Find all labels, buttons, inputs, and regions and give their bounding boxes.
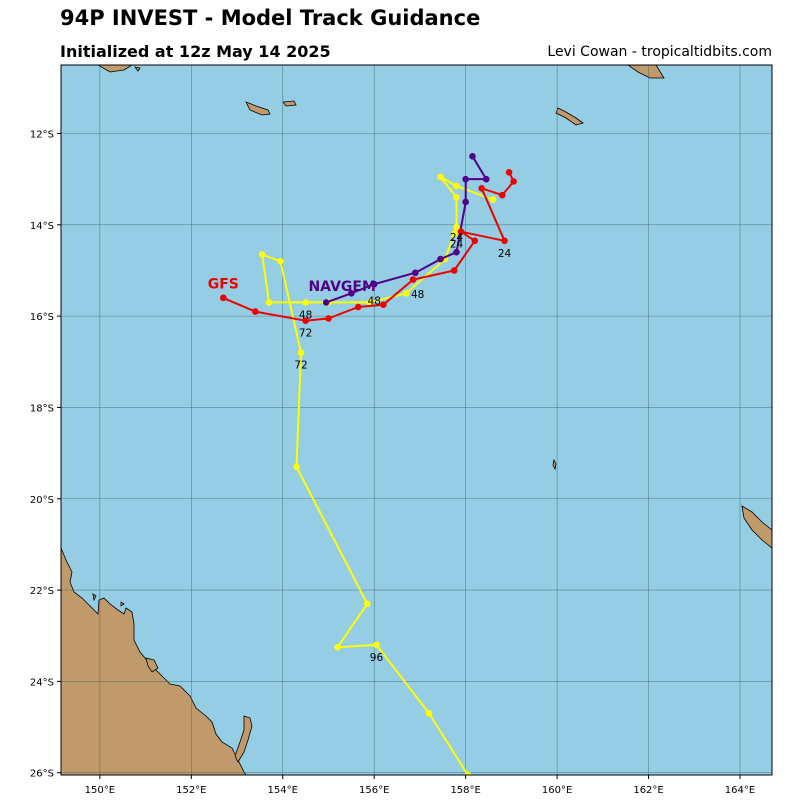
- hour-label: 72: [294, 360, 307, 372]
- track-point: [402, 289, 410, 297]
- track-point: [220, 294, 227, 302]
- track-point: [354, 303, 362, 311]
- track-point: [510, 178, 517, 185]
- track-point: [501, 237, 508, 245]
- y-tick-label: 26°S: [30, 769, 54, 780]
- ocean-background: [61, 65, 772, 775]
- y-tick-label: 12°S: [30, 129, 54, 140]
- land-island-png-2: [134, 66, 141, 72]
- model-label-gfs: GFS: [208, 277, 239, 293]
- track-point: [252, 308, 259, 315]
- track-point: [462, 198, 469, 206]
- x-tick-label: 150°E: [85, 785, 115, 796]
- track-point: [380, 301, 387, 309]
- track-point: [366, 299, 373, 306]
- land-new-caledonia: [741, 505, 772, 549]
- hour-label: 96: [370, 652, 384, 664]
- land-layer: [61, 65, 772, 775]
- x-tick-label: 154°E: [268, 785, 298, 796]
- track-point: [364, 600, 371, 608]
- y-tick-label: 24°S: [30, 677, 54, 688]
- land-island-louisiade: [245, 101, 271, 116]
- hour-label: 48: [368, 296, 381, 308]
- x-tick-label: 164°E: [725, 785, 755, 796]
- track-point: [293, 463, 300, 471]
- x-tick-label: 162°E: [633, 785, 663, 796]
- track-line: [325, 155, 488, 304]
- land-island-chesterfield: [552, 458, 557, 471]
- track-point: [409, 276, 417, 283]
- land-island-fraser: [234, 715, 253, 763]
- land-island-png-1: [97, 65, 133, 73]
- track-point: [453, 248, 460, 256]
- hour-label: 48: [299, 309, 312, 321]
- land-island-solomon-2: [555, 107, 584, 126]
- track-point: [437, 255, 444, 263]
- track-point: [450, 230, 458, 238]
- land-australia: [61, 547, 247, 775]
- track-point: [453, 194, 460, 201]
- track-point: [453, 182, 460, 190]
- land-island-small-3: [120, 601, 125, 607]
- track-point: [425, 710, 433, 717]
- track-point: [302, 317, 309, 324]
- track-point: [325, 315, 332, 322]
- land-island-small-1: [145, 657, 159, 673]
- y-tick-label: 22°S: [30, 586, 54, 597]
- track-point: [412, 269, 419, 277]
- track-point: [258, 251, 266, 258]
- x-tick-label: 152°E: [176, 785, 206, 796]
- land-island-rossel: [282, 100, 297, 107]
- track-point: [489, 196, 497, 203]
- model-name-labels: NAVGEM GFS: [208, 277, 376, 295]
- land-island-solomon-1: [627, 65, 665, 79]
- track-point: [450, 267, 458, 274]
- x-tick-label: 156°E: [359, 785, 389, 796]
- track-point: [277, 258, 284, 265]
- page-title: 94P INVEST - Model Track Guidance: [60, 6, 481, 30]
- track-point: [370, 280, 378, 288]
- y-tick-label: 18°S: [30, 403, 54, 414]
- x-tick-label: 158°E: [450, 785, 480, 796]
- map-frame: [60, 64, 773, 776]
- y-tick-label: 16°S: [30, 312, 54, 323]
- track-point: [457, 228, 465, 235]
- x-tick-label: 160°E: [542, 785, 572, 796]
- track-point: [464, 771, 472, 775]
- axis-ticks: 150°E 152°E 154°E 156°E 158°E 160°E 162°E 164°E…: [30, 129, 755, 796]
- track-point: [437, 173, 444, 181]
- track-point: [297, 349, 305, 356]
- gridlines: [61, 65, 772, 775]
- track-point: [462, 175, 469, 183]
- credit-text: Levi Cowan - tropicaltidbits.com: [547, 44, 772, 60]
- hour-label: 48: [411, 289, 424, 301]
- hour-label: 72: [299, 328, 312, 340]
- track-point: [322, 299, 330, 306]
- track-point: [482, 175, 490, 183]
- track-point: [334, 643, 341, 651]
- model-tracks: [220, 153, 517, 775]
- track-point: [505, 168, 513, 176]
- y-tick-label: 20°S: [30, 495, 54, 506]
- track-point: [348, 289, 355, 297]
- track-point: [469, 153, 476, 160]
- track-point: [471, 237, 479, 245]
- track-point: [373, 641, 380, 649]
- track-point: [478, 184, 485, 192]
- track-series-navgem: [322, 153, 490, 306]
- track-point: [265, 299, 273, 306]
- hour-label: 24: [450, 232, 464, 244]
- hour-label: 24: [498, 248, 512, 260]
- y-tick-label: 14°S: [30, 221, 54, 232]
- hour-label: 24: [450, 239, 464, 251]
- track-point: [498, 191, 506, 199]
- land-island-small-2: [92, 593, 97, 602]
- track-series-gfs: [220, 168, 517, 324]
- track-point: [453, 223, 460, 231]
- init-time-subtitle: Initialized at 12z May 14 2025: [60, 42, 331, 61]
- track-point: [302, 299, 309, 306]
- model-label-navgem: NAVGEM: [308, 279, 375, 295]
